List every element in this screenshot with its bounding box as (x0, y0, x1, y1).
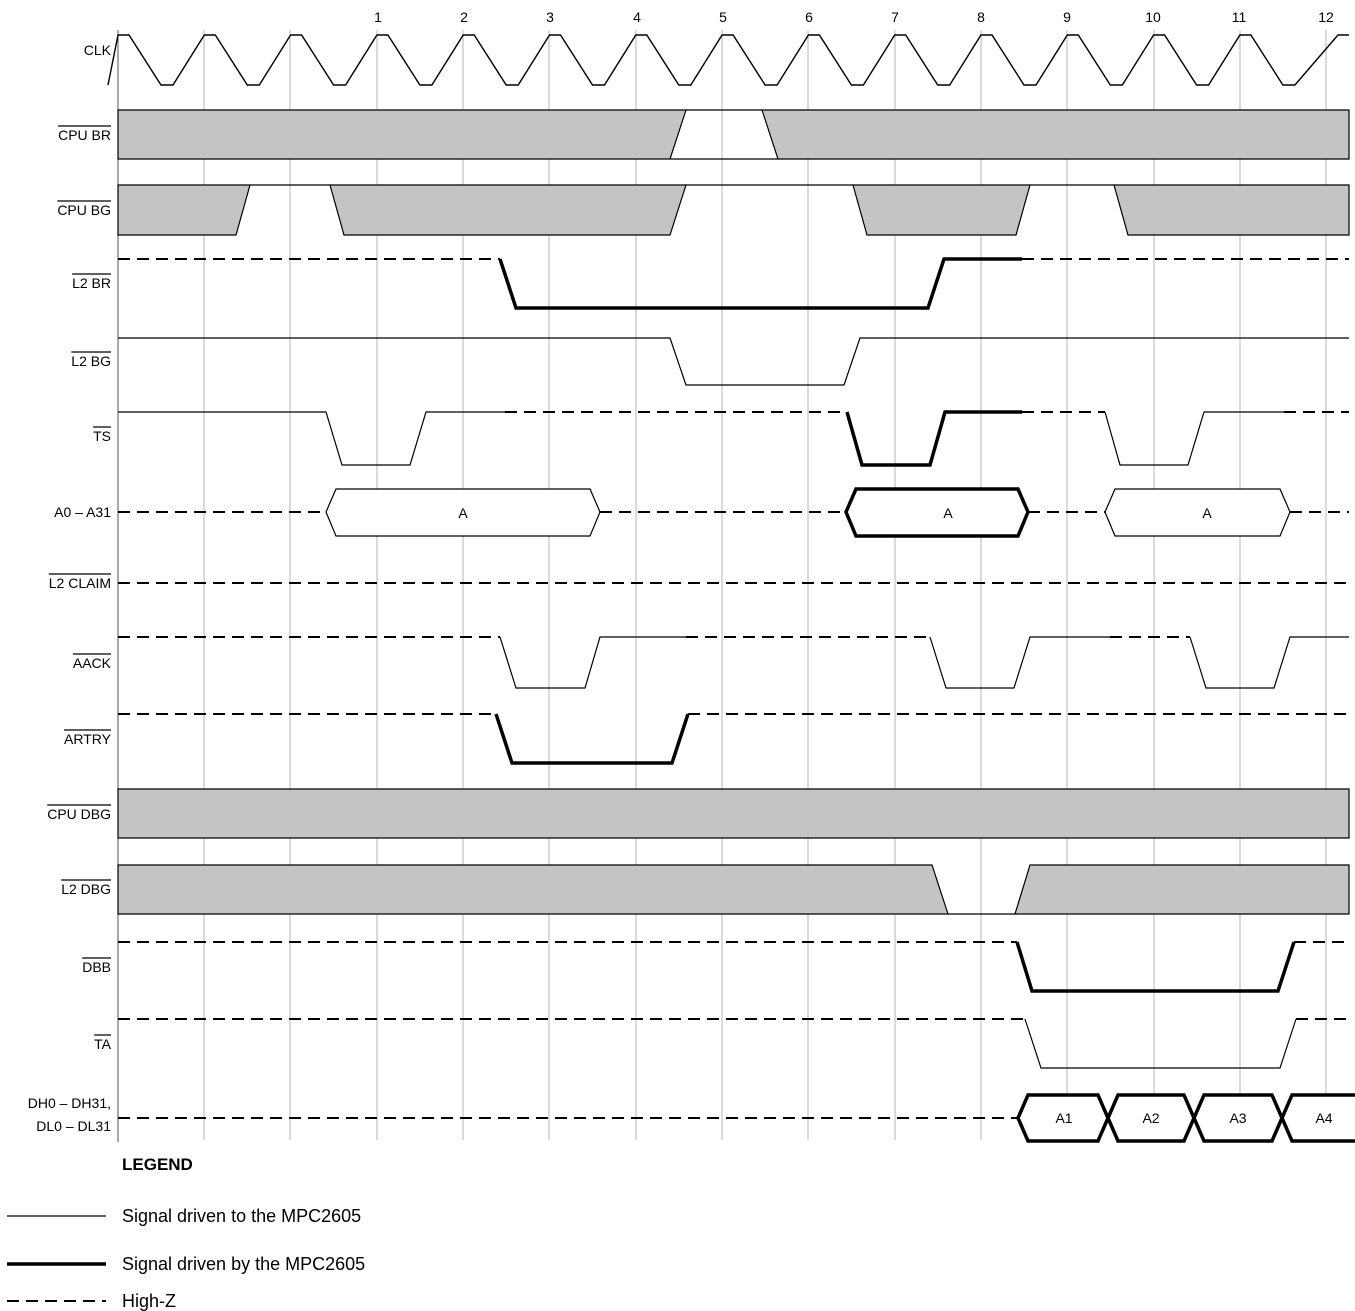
cycle-label: 1 (374, 9, 382, 25)
legend-item-thin: Signal driven to the MPC2605 (122, 1206, 361, 1226)
ts-driven-to (118, 411, 505, 466)
aack-driven-to (929, 636, 1110, 689)
signal-label-artry: ARTRY (64, 731, 112, 747)
data-beat-value: A2 (1142, 1110, 1159, 1126)
cpu-bg-shaded (329, 184, 687, 236)
l2-br-driven (498, 257, 1022, 310)
signal-label-cpu-bg: CPU BG (57, 202, 111, 218)
address-value: A (943, 505, 953, 521)
data-beat (1280, 1093, 1355, 1143)
cycle-label: 7 (891, 9, 899, 25)
signal-label-dh-dl: DH0 – DH31, (28, 1095, 111, 1111)
cpu-bg-shaded (852, 184, 1031, 236)
ts-driven-to (1104, 411, 1284, 466)
cpu-br-shaded (761, 109, 1350, 160)
data-beat-value: A4 (1315, 1110, 1332, 1126)
cycle-label: 10 (1145, 9, 1161, 25)
legend: LEGEND Signal driven to the MPC2605 Sign… (7, 1155, 365, 1311)
aack-driven-to (1189, 636, 1349, 689)
signal-label-dbb: DBB (82, 959, 111, 975)
cpu-bg-shaded (1113, 184, 1350, 236)
signal-label-l2-claim: L2 CLAIM (49, 575, 111, 591)
address-value: A (1202, 505, 1212, 521)
cycle-label: 6 (805, 9, 813, 25)
ts-driven-by (845, 410, 1022, 467)
clk-waveform (107, 34, 1349, 86)
addr-bus-value (844, 487, 1030, 538)
l2-dbg-shaded (117, 864, 949, 915)
legend-item-dashed: High-Z (122, 1291, 176, 1311)
data-beat-value: A3 (1229, 1110, 1246, 1126)
cycle-label: 4 (633, 9, 641, 25)
cycle-label: 12 (1318, 9, 1334, 25)
l2-bg-waveform (118, 337, 1349, 386)
cycle-label: 8 (977, 9, 985, 25)
ta-driven-to (1024, 1018, 1297, 1069)
cycle-numbers: 1 2 3 4 5 6 7 8 9 10 11 12 (374, 9, 1334, 25)
signal-label-l2-br: L2 BR (72, 275, 111, 291)
cpu-bg-shaded (117, 184, 251, 236)
cycle-label: 2 (460, 9, 468, 25)
signal-label-l2-bg: L2 BG (71, 353, 111, 369)
cpu-br-shaded (117, 109, 687, 160)
bus-values: A A A A1 A2 A3 A4 (458, 505, 1332, 1126)
dbb-driven-by (1015, 941, 1296, 993)
signal-label-a0-a31: A0 – A31 (54, 504, 111, 520)
signal-label-aack: AACK (73, 655, 112, 671)
signal-label-dh-dl-line2: DL0 – DL31 (36, 1118, 111, 1134)
signal-label-l2-dbg: L2 DBG (61, 881, 111, 897)
signal-label-ts: TS (93, 428, 111, 444)
signal-label-clk: CLK (84, 42, 112, 58)
cycle-label: 9 (1063, 9, 1071, 25)
signal-label-cpu-br: CPU BR (58, 127, 111, 143)
artry-driven-by (494, 713, 690, 765)
signal-labels: CLK CPU BR CPU BG L2 BR L2 BG TS A0 – A31 L2 CL… (28, 42, 112, 1134)
address-value: A (458, 505, 468, 521)
data-beat-value: A1 (1055, 1110, 1072, 1126)
l2-dbg-shaded (1014, 864, 1350, 915)
cycle-label: 11 (1232, 9, 1247, 25)
addr-bus-value (1104, 488, 1291, 537)
aack-driven-to (499, 636, 686, 689)
legend-title: LEGEND (122, 1155, 193, 1174)
signal-label-ta: TA (94, 1036, 112, 1052)
signal-label-cpu-dbg: CPU DBG (47, 806, 111, 822)
cpu-dbg-shaded (117, 788, 1350, 839)
cycle-label: 3 (546, 9, 554, 25)
cycle-label: 5 (719, 9, 727, 25)
waveforms (107, 34, 1355, 1143)
legend-item-thick: Signal driven by the MPC2605 (122, 1254, 365, 1274)
